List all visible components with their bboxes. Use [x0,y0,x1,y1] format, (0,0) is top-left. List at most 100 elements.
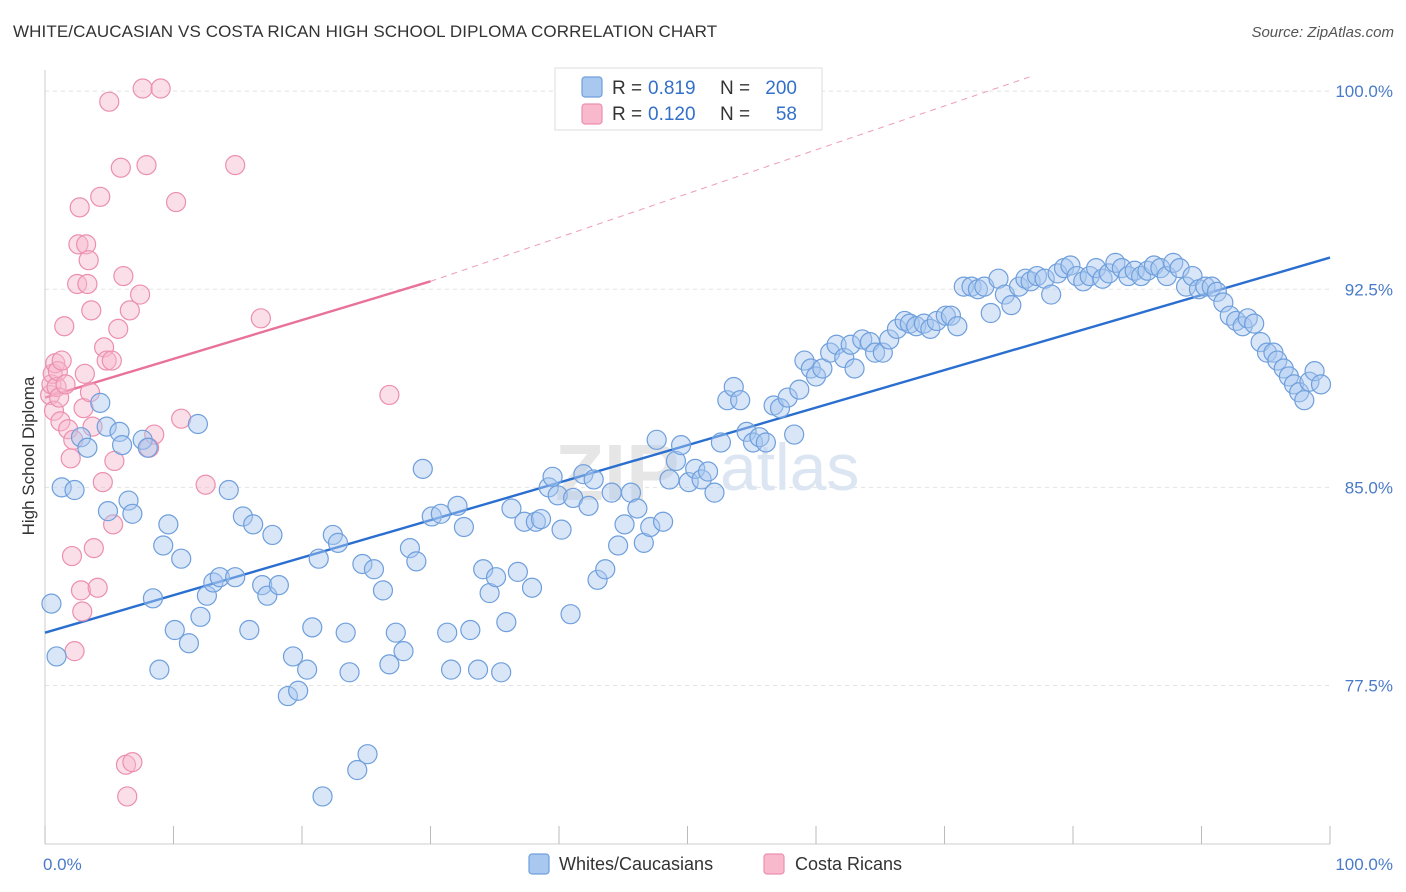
data-point [872,342,893,363]
data-point [379,654,400,675]
data-point [178,633,200,654]
data-point [51,350,72,371]
data-point [1098,263,1120,284]
data-point [460,619,481,641]
data-point [1008,276,1030,297]
data-point [530,508,552,530]
axes [44,70,1331,845]
data-point [243,514,264,535]
data-point [730,390,751,411]
watermark-zip: ZIP [555,428,679,517]
data-point [171,548,192,569]
data-point [789,379,810,400]
legend-swatch-costa-ricans [581,103,603,125]
data-point [670,435,692,456]
data-point [886,318,908,339]
data-point [119,300,140,321]
data-point [894,310,915,332]
data-point [430,503,451,524]
data-point [308,548,329,569]
data-point [50,411,71,432]
data-point [90,392,111,413]
data-point [51,477,72,498]
data-point [68,234,89,255]
data-point [834,347,855,369]
data-point [153,535,174,556]
data-point [784,424,805,445]
data-point [67,273,88,295]
legend-n-label-whites: N = [720,78,750,99]
data-point [117,786,138,807]
data-point [514,511,535,532]
data-point [749,427,770,448]
legend-r-value-whites: 0.819 [648,78,696,99]
data-point [171,408,192,429]
data-point [64,479,85,501]
data-point [710,432,732,453]
data-point [447,495,468,516]
data-point [1169,258,1190,279]
trend-line [44,256,1331,634]
data-point [96,416,117,437]
data-point [646,429,667,450]
data-point [865,342,886,363]
data-point [587,569,608,590]
data-point [83,538,104,559]
data-point [601,482,622,503]
data-point [339,662,360,683]
data-point [844,358,865,379]
data-point [61,545,83,567]
data-point [1041,284,1062,305]
data-point [385,622,406,643]
data-point [144,424,165,445]
data-point [103,514,124,535]
data-point [614,514,635,535]
data-point [79,382,101,403]
data-point [150,78,171,99]
data-point [691,469,712,490]
bottom-legend-swatch-costa-ricans [763,853,785,875]
legend-n-value-whites: 200 [765,78,797,99]
data-point [879,329,900,350]
bottom-legend: Whites/Caucasians Costa Ricans [528,853,902,875]
data-point [70,427,92,448]
data-point [913,313,935,334]
legend-n-label-costa-ricans: N = [720,104,750,125]
legend-r-label-whites: R = [612,78,642,99]
data-point [755,432,776,453]
data-point [111,435,133,456]
data-point [547,485,568,506]
data-point [297,659,318,680]
data-point [41,593,62,614]
source-label: Source: ZipAtlas.com [1251,24,1394,41]
bottom-legend-swatch-whites [528,853,550,875]
data-point [55,374,76,395]
legend-r-value-costa-ricans: 0.120 [648,104,696,125]
data-point [1092,268,1113,289]
data-point [92,471,113,493]
data-point [137,437,158,458]
data-point [225,154,246,176]
data-point [1026,265,1048,287]
data-point [1304,361,1325,382]
data-point [74,363,95,384]
y-tick-label: 77.5% [1345,677,1393,696]
x-tick-label: 0.0% [43,855,82,874]
data-point [573,464,594,485]
data-point [920,318,941,339]
data-point [97,501,119,522]
data-point [1060,255,1081,276]
data-point [132,78,153,99]
data-point [108,318,129,339]
y-tick-label: 85.0% [1345,478,1393,497]
data-point [551,519,572,540]
data-point [302,617,323,638]
y-tick-label: 100.0% [1335,82,1393,101]
data-point [165,191,187,213]
data-point [142,588,164,609]
data-point [78,250,99,271]
data-point [1206,281,1228,302]
data-point [109,421,130,443]
data-point [99,91,120,112]
data-point [640,516,661,538]
